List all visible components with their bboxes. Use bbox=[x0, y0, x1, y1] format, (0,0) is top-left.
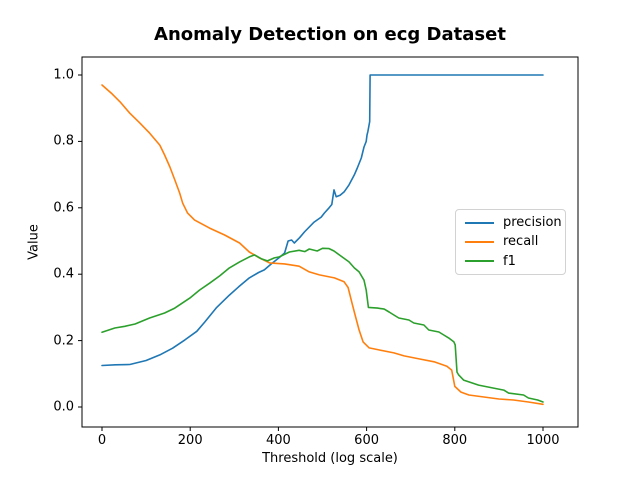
x-axis-label: Threshold (log scale) bbox=[262, 451, 398, 466]
y-tick-label: 0.8 bbox=[53, 133, 74, 149]
axes-spines bbox=[81, 56, 579, 428]
precision-line-swatch bbox=[465, 221, 494, 224]
y-axis-label: Value bbox=[26, 224, 42, 260]
legend-item-recall: recall bbox=[465, 235, 565, 248]
legend-label-f1: f1 bbox=[503, 253, 516, 269]
legend-item-precision: precision bbox=[465, 216, 565, 229]
y-tick-label: 0.0 bbox=[53, 399, 74, 415]
recall-line bbox=[101, 84, 544, 406]
f1-line bbox=[101, 247, 544, 403]
x-tick-label: 1000 bbox=[526, 433, 560, 448]
precision-line bbox=[101, 74, 544, 367]
x-tick-label: 400 bbox=[265, 433, 291, 448]
legend-label-precision: precision bbox=[503, 215, 562, 231]
chart-title: Anomaly Detection on ecg Dataset bbox=[154, 24, 506, 45]
y-tick-label: 0.6 bbox=[53, 200, 74, 216]
legend-item-f1: f1 bbox=[465, 255, 565, 268]
recall-line-swatch bbox=[465, 240, 494, 243]
x-tick-label: 200 bbox=[177, 433, 203, 448]
legend-label-recall: recall bbox=[503, 234, 539, 250]
legend: precision recall f1 bbox=[455, 209, 566, 275]
y-tick-label: 0.2 bbox=[53, 333, 74, 349]
y-tick-label: 1.0 bbox=[53, 67, 74, 83]
x-tick-label: 800 bbox=[442, 433, 468, 448]
x-tick-label: 600 bbox=[354, 433, 380, 448]
y-tick-label: 0.4 bbox=[53, 266, 74, 282]
f1-line-swatch bbox=[465, 260, 494, 263]
x-tick-label: 0 bbox=[97, 433, 107, 448]
